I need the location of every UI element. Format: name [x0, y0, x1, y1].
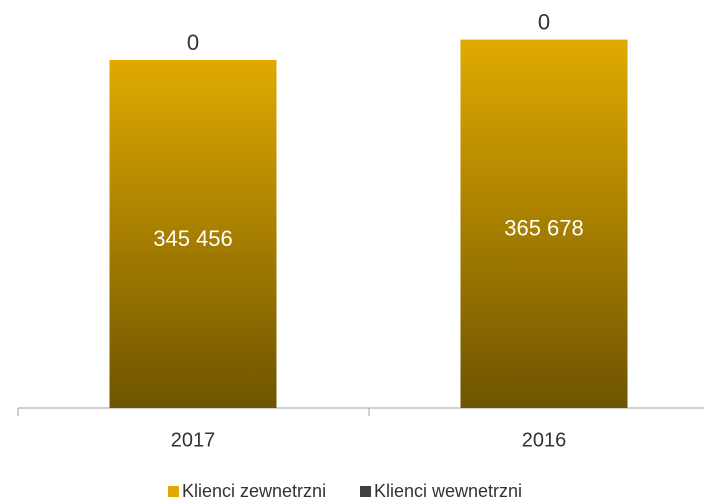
legend-swatch	[168, 486, 179, 497]
legend-label: Klienci zewnetrzni	[182, 481, 326, 501]
data-label: 0	[187, 30, 199, 55]
legend-label: Klienci wewnetrzni	[374, 481, 522, 501]
bar-segment	[109, 59, 277, 409]
data-label: 0	[538, 9, 550, 34]
x-tick-label: 2016	[522, 429, 567, 451]
bar-segment	[460, 39, 628, 409]
legend-swatch	[360, 486, 371, 497]
data-label: 365 678	[504, 216, 584, 241]
data-label: 345 456	[153, 226, 233, 251]
x-tick-label: 2017	[171, 429, 216, 451]
